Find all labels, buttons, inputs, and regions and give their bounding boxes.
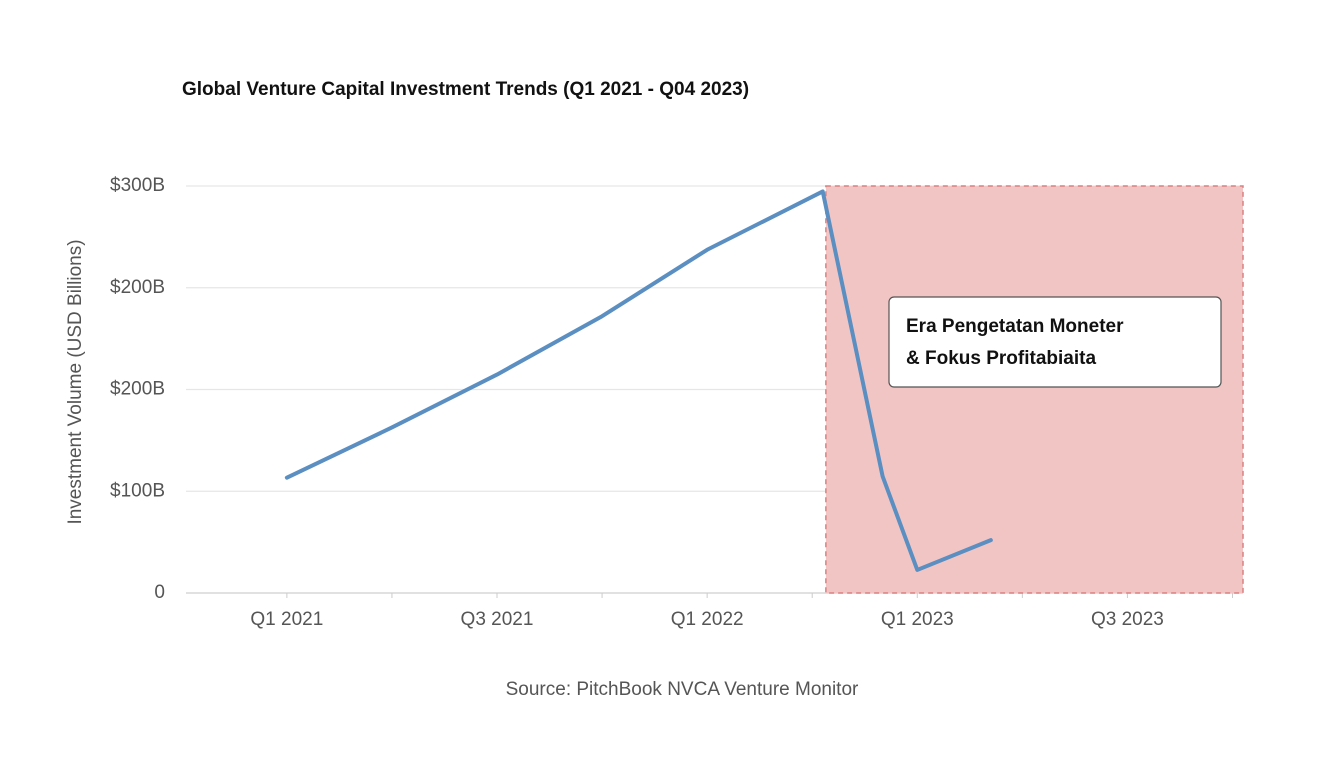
x-tick-label: Q1 2023 — [881, 609, 954, 630]
x-tick-label: Q3 2023 — [1091, 609, 1164, 630]
y-tick-label: $200B — [110, 379, 165, 400]
annotation-text: & Fokus Profitabiaita — [906, 348, 1096, 369]
y-tick-label: 0 — [154, 582, 165, 603]
y-tick-label: $100B — [110, 480, 165, 501]
y-axis-label: Investment Volume (USD Billions) — [65, 239, 86, 524]
chart-title: Global Venture Capital Investment Trends… — [182, 79, 749, 100]
y-tick-label: $300B — [110, 175, 165, 196]
x-tick-label: Q3 2021 — [461, 609, 534, 630]
source-note: Source: PitchBook NVCA Venture Monitor — [506, 679, 859, 700]
y-tick-label: $200B — [110, 277, 165, 298]
highlight-region — [825, 185, 1244, 594]
x-tick-label: Q1 2022 — [671, 609, 744, 630]
annotation-text: Era Pengetatan Moneter — [906, 316, 1124, 337]
data-line — [284, 189, 993, 572]
annotation-box — [888, 296, 1222, 388]
x-tick-label: Q1 2021 — [250, 609, 323, 630]
